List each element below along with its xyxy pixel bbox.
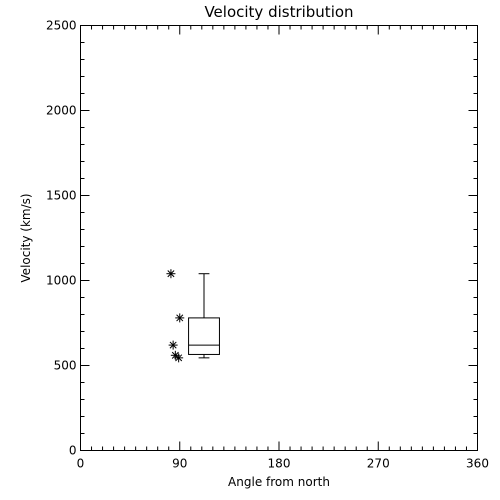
- plot-frame: [80, 25, 478, 451]
- y-tick-label: 2000: [46, 104, 77, 118]
- x-tick-label: 90: [172, 457, 187, 471]
- chart-title: Velocity distribution: [204, 3, 353, 21]
- x-tick-label: 180: [268, 457, 291, 471]
- x-tick-label: 360: [466, 457, 489, 471]
- data-point: [168, 340, 178, 350]
- x-tick-labels: 0 90 180 270 360: [77, 457, 489, 471]
- y-tick-label: 1000: [46, 274, 77, 288]
- y-tick-label: 1500: [46, 189, 77, 203]
- x-tick-label: 0: [77, 457, 85, 471]
- y-tick-label: 0: [69, 444, 77, 458]
- y-axis-label: Velocity (km/s): [19, 193, 33, 282]
- x-tick-label: 270: [367, 457, 390, 471]
- y-tick-label: 500: [54, 359, 77, 373]
- box-iqr: [188, 317, 220, 355]
- y-tick-labels: 0 500 1000 1500 2000 2500: [46, 19, 77, 458]
- data-point: [174, 353, 184, 363]
- chart-marks: [166, 269, 220, 363]
- y-tick-label: 2500: [46, 19, 77, 33]
- axis-ticks: [80, 25, 478, 451]
- data-point: [175, 313, 185, 323]
- data-point: [166, 269, 176, 279]
- x-axis-label: Angle from north: [228, 475, 330, 489]
